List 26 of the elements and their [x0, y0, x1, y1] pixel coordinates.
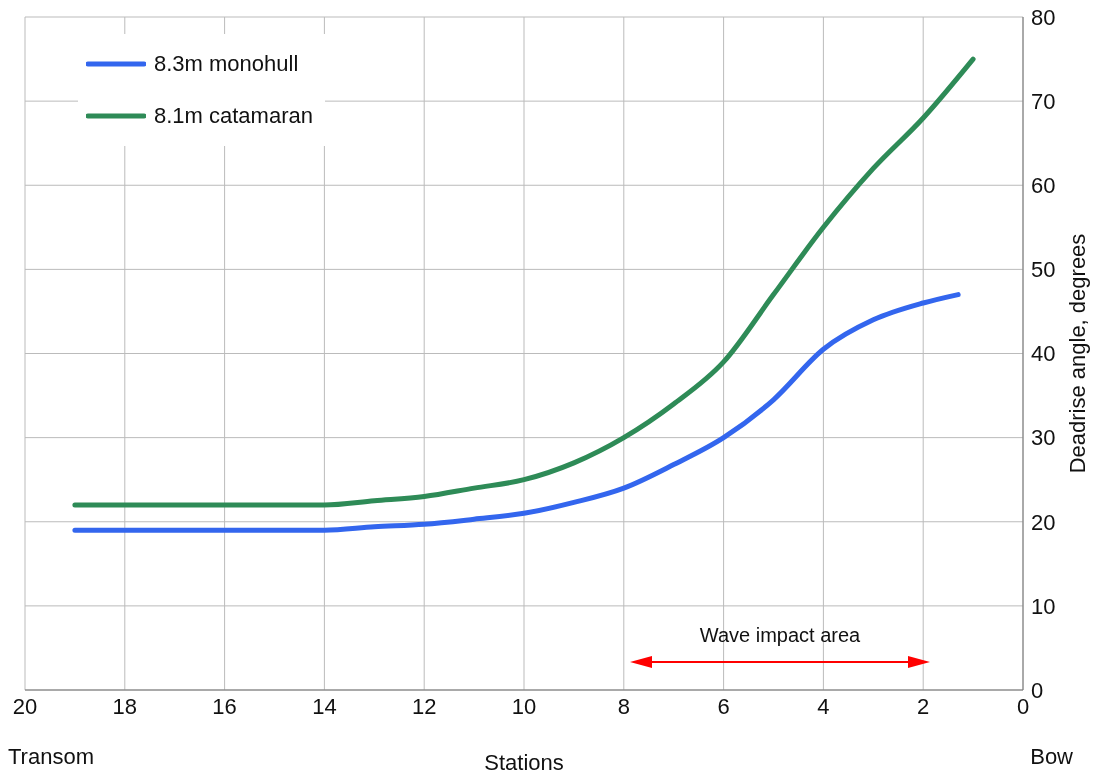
x-tick-label: 2	[917, 693, 930, 719]
x-tick-label: 14	[312, 693, 337, 719]
y-tick-label: 10	[1031, 593, 1056, 619]
x-tick-label: 20	[12, 693, 38, 719]
text: Transom	[8, 744, 94, 770]
x-tick-label: 16	[212, 693, 237, 719]
y-tick-label: 30	[1031, 425, 1056, 451]
y-axis-title: Deadrise angle, degrees	[1064, 233, 1090, 474]
y-tick-label: 60	[1031, 173, 1056, 199]
annotation: Wave impact area	[699, 624, 862, 646]
x-tick-label: 18	[112, 693, 138, 719]
x-tick-label: 8	[617, 693, 630, 719]
x-tick-label: 10	[511, 693, 537, 719]
x-axis-title: Stations	[484, 750, 564, 775]
x-tick-label: 6	[717, 693, 730, 719]
y-tick-label: 50	[1031, 257, 1056, 283]
y-tick-label: 80	[1031, 4, 1056, 30]
x-tick-label: 4	[817, 693, 830, 719]
y-tick-label: 20	[1031, 509, 1056, 535]
y-tick-label: 70	[1031, 88, 1056, 114]
text: Bow	[1030, 744, 1073, 770]
y-tick-label: 40	[1031, 341, 1056, 367]
legend-label: 8.1m catamaran	[154, 103, 313, 129]
y-tick-label: 0	[1031, 677, 1044, 703]
legend-label: 8.3m monohull	[154, 51, 299, 77]
x-tick-label: 12	[411, 693, 437, 719]
